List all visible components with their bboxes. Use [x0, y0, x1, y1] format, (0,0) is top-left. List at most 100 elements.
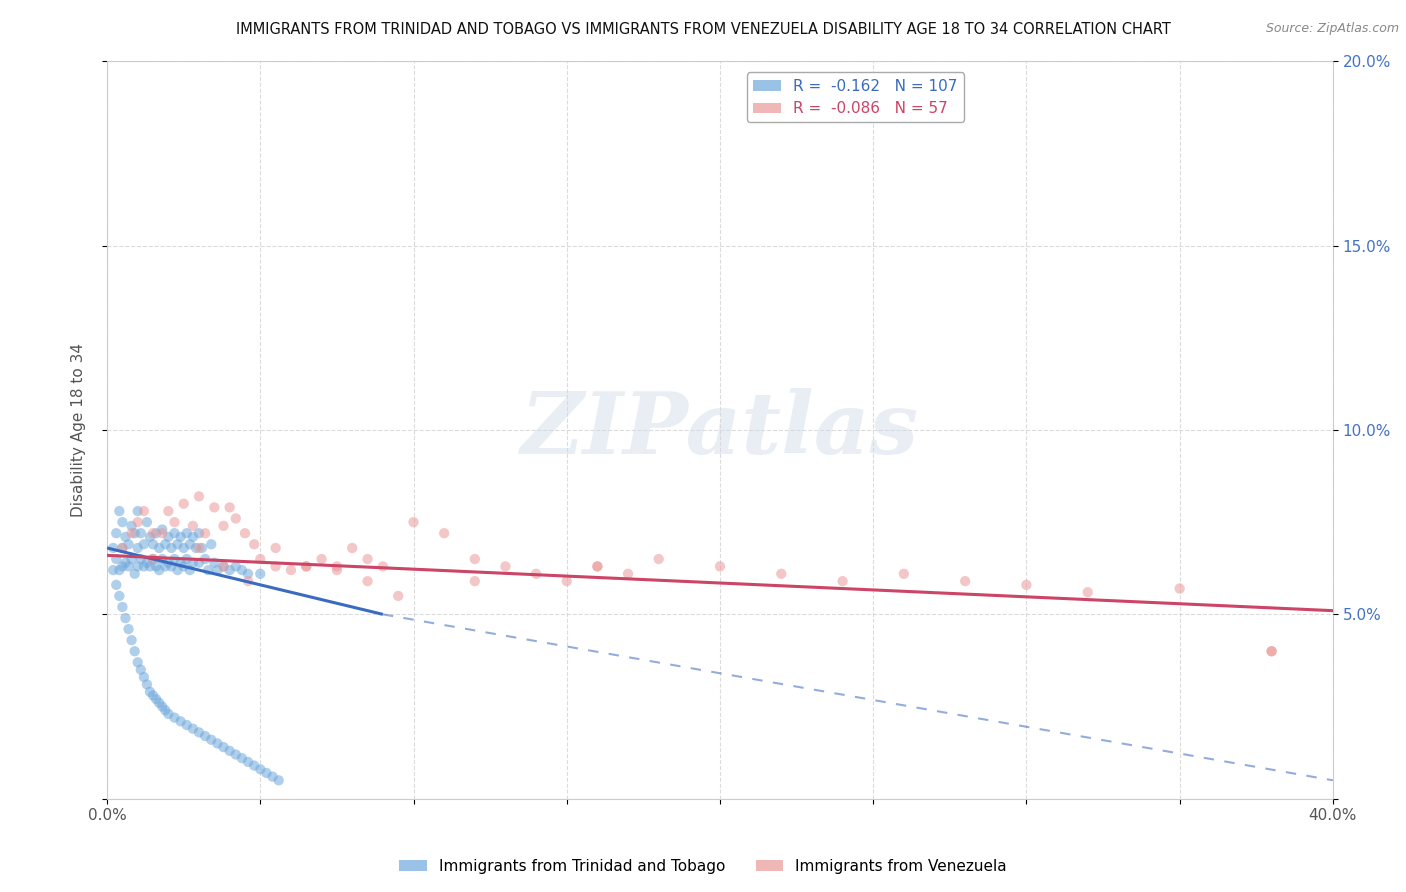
Point: [108, 589, 131, 603]
Point: [264, 541, 287, 555]
Point: [218, 563, 240, 577]
Point: [135, 556, 157, 570]
Point: [129, 552, 152, 566]
Point: [127, 504, 149, 518]
Point: [464, 574, 486, 589]
Point: [103, 541, 125, 555]
Point: [231, 751, 253, 765]
Point: [295, 559, 318, 574]
Point: [326, 559, 349, 574]
Point: [145, 526, 167, 541]
Point: [262, 770, 284, 784]
Point: [181, 519, 204, 533]
Point: [207, 736, 229, 750]
Point: [280, 563, 302, 577]
Point: [127, 655, 149, 669]
Point: [179, 563, 201, 577]
Point: [495, 559, 517, 574]
Point: [155, 559, 177, 574]
Point: [249, 552, 271, 566]
Point: [218, 744, 240, 758]
Point: [1168, 582, 1191, 596]
Point: [433, 526, 456, 541]
Point: [647, 552, 669, 566]
Point: [356, 574, 378, 589]
Legend: R =  -0.162   N = 107, R =  -0.086   N = 57: R = -0.162 N = 107, R = -0.086 N = 57: [748, 72, 963, 122]
Point: [243, 758, 266, 772]
Point: [173, 541, 195, 555]
Point: [155, 537, 177, 551]
Point: [212, 559, 235, 574]
Point: [188, 489, 211, 503]
Point: [150, 699, 173, 714]
Text: IMMIGRANTS FROM TRINIDAD AND TOBAGO VS IMMIGRANTS FROM VENEZUELA DISABILITY AGE : IMMIGRANTS FROM TRINIDAD AND TOBAGO VS I…: [236, 22, 1170, 37]
Point: [342, 541, 364, 555]
Point: [124, 644, 146, 658]
Point: [114, 611, 136, 625]
Point: [105, 552, 128, 566]
Point: [145, 692, 167, 706]
Point: [105, 526, 128, 541]
Point: [207, 563, 229, 577]
Point: [402, 515, 425, 529]
Point: [121, 519, 143, 533]
Point: [135, 677, 157, 691]
Point: [709, 559, 731, 574]
Point: [356, 552, 378, 566]
Point: [231, 563, 253, 577]
Point: [163, 515, 186, 529]
Text: Source: ZipAtlas.com: Source: ZipAtlas.com: [1265, 22, 1399, 36]
Point: [157, 706, 180, 721]
Point: [169, 530, 191, 544]
Point: [194, 729, 217, 743]
Point: [157, 556, 180, 570]
Point: [135, 515, 157, 529]
Point: [148, 541, 170, 555]
Point: [114, 530, 136, 544]
Point: [124, 566, 146, 581]
Point: [267, 773, 290, 788]
Point: [142, 537, 165, 551]
Point: [142, 689, 165, 703]
Point: [108, 504, 131, 518]
Point: [225, 511, 247, 525]
Point: [197, 563, 219, 577]
Point: [117, 622, 139, 636]
Point: [311, 552, 333, 566]
Point: [188, 725, 211, 739]
Point: [1260, 644, 1282, 658]
Point: [166, 563, 188, 577]
Point: [150, 552, 173, 566]
Point: [181, 530, 204, 544]
Point: [181, 556, 204, 570]
Point: [155, 703, 177, 717]
Point: [617, 566, 640, 581]
Point: [169, 714, 191, 729]
Point: [145, 559, 167, 574]
Point: [191, 541, 214, 555]
Point: [225, 747, 247, 762]
Point: [142, 552, 165, 566]
Point: [218, 500, 240, 515]
Point: [586, 559, 609, 574]
Point: [236, 566, 259, 581]
Point: [142, 552, 165, 566]
Point: [295, 559, 318, 574]
Point: [464, 552, 486, 566]
Point: [139, 685, 162, 699]
Point: [194, 526, 217, 541]
Point: [184, 541, 207, 555]
Point: [202, 556, 225, 570]
Point: [121, 633, 143, 648]
Point: [132, 504, 155, 518]
Point: [103, 563, 125, 577]
Point: [166, 537, 188, 551]
Point: [105, 578, 128, 592]
Text: ZIPatlas: ZIPatlas: [522, 388, 920, 472]
Point: [150, 526, 173, 541]
Point: [176, 718, 198, 732]
Point: [132, 559, 155, 574]
Point: [212, 519, 235, 533]
Point: [108, 563, 131, 577]
Point: [148, 563, 170, 577]
